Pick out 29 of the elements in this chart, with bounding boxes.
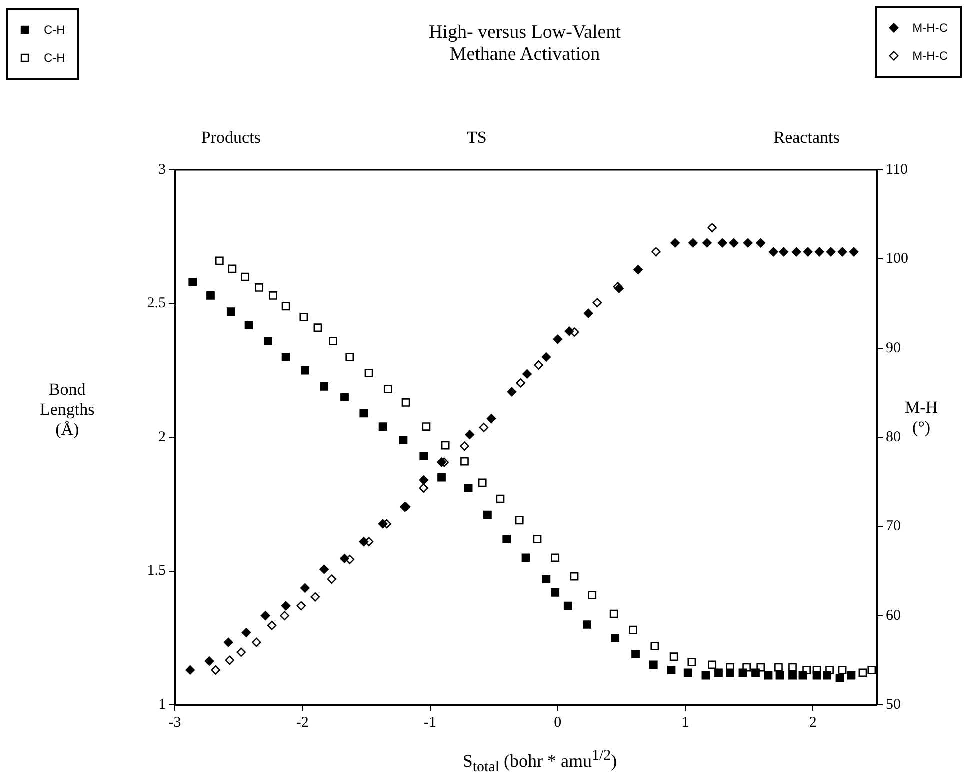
- x-tick-label: 1: [682, 714, 690, 731]
- legend-label: M-H-C: [912, 49, 948, 63]
- y-tick-label: 1.5: [147, 563, 166, 580]
- y2-tick-label: 60: [886, 608, 901, 624]
- legend-label: C-H: [44, 23, 66, 37]
- y-tick-label: 1: [158, 696, 166, 713]
- y2-tick-label: 70: [886, 518, 901, 535]
- x-tick-label: 0: [554, 714, 562, 731]
- legend-label: C-H: [44, 51, 66, 65]
- y2-tick-label: 100: [886, 251, 908, 268]
- y-tick-label: 2: [158, 429, 166, 446]
- y-tick-label: 3: [158, 162, 166, 178]
- y2-tick-label: 110: [886, 162, 908, 178]
- y2-tick-label: 80: [886, 429, 901, 446]
- y2-tick-label: 50: [886, 696, 901, 713]
- x-tick-label: -2: [296, 714, 309, 731]
- x-axis-title: S$_{total}$ (bohr * amu$^{1/2}$): [462, 748, 618, 775]
- text: TS: [466, 128, 487, 148]
- text: Products: [201, 128, 261, 148]
- text: Reactants: [774, 128, 840, 148]
- y2-axis-title: M-H (°): [905, 398, 938, 438]
- x-tick-label: -3: [168, 714, 182, 731]
- chart-title: High- versus Low-Valent Methane Activation: [428, 22, 622, 66]
- x-tick-label: 2: [809, 714, 817, 731]
- y2-tick-label: 90: [886, 340, 901, 356]
- legend-label: M-H-C: [912, 21, 948, 35]
- x-tick-label: -1: [424, 714, 437, 731]
- y-axis-title: Bond Lengths (Å): [40, 380, 95, 440]
- y-tick-label: 2.5: [147, 296, 166, 312]
